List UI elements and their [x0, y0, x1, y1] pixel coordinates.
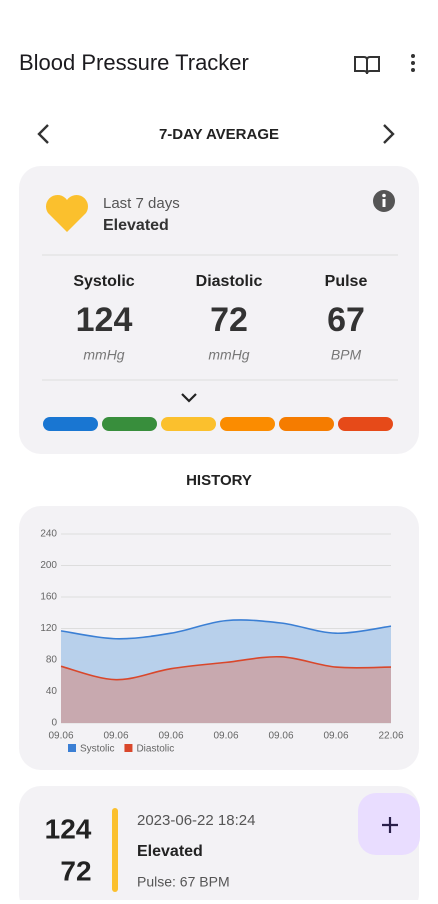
y-tick-label: 120: [40, 623, 57, 634]
y-tick-label: 80: [46, 655, 58, 666]
history-heading: HISTORY: [186, 472, 252, 489]
legend-swatch: [68, 744, 76, 752]
x-tick-label: 09.06: [103, 731, 128, 742]
x-tick-label: 09.06: [323, 731, 348, 742]
legend-label: Diastolic: [136, 744, 174, 755]
series-area: [61, 656, 391, 723]
status-text: Elevated: [103, 217, 169, 234]
entry-pulse: Pulse: 67 BPM: [137, 874, 230, 890]
metric-label: Pulse: [325, 273, 368, 290]
x-tick-label: 09.06: [213, 731, 238, 742]
x-tick-label: 09.06: [158, 731, 183, 742]
summary-card: [19, 166, 419, 454]
x-tick-label: 09.06: [48, 731, 73, 742]
y-tick-label: 160: [40, 592, 57, 603]
metric-unit: mmHg: [83, 347, 124, 363]
y-tick-label: 240: [40, 529, 57, 540]
x-tick-label: 09.06: [268, 731, 293, 742]
next-button[interactable]: [383, 124, 395, 144]
entry-datetime: 2023-06-22 18:24: [137, 812, 255, 829]
scale-segment: [102, 417, 157, 431]
metric-label: Systolic: [73, 273, 134, 290]
series-line: [60, 619, 392, 640]
scale-segment: [220, 417, 275, 431]
entry-diastolic: 72: [60, 855, 91, 886]
metric-unit: BPM: [331, 347, 362, 363]
metric-value: 67: [327, 301, 365, 339]
metric-label: Diastolic: [196, 273, 263, 290]
guide-icon[interactable]: [354, 56, 380, 75]
expand-button[interactable]: [181, 393, 197, 403]
scale-segment: [161, 417, 216, 431]
legend-label: Systolic: [80, 744, 114, 755]
heart-icon: [45, 194, 89, 232]
metric-value: 72: [210, 301, 248, 339]
info-icon[interactable]: [373, 190, 395, 212]
menu-icon[interactable]: [411, 54, 415, 72]
y-tick-label: 200: [40, 560, 57, 571]
y-tick-label: 0: [51, 718, 57, 729]
prev-button[interactable]: [37, 124, 49, 144]
scale-segment: [43, 417, 98, 431]
legend-swatch: [124, 744, 133, 752]
scale-segment: [338, 417, 393, 431]
period-text: Last 7 days: [103, 195, 180, 212]
x-tick-label: 22.06: [378, 731, 403, 742]
metric-unit: mmHg: [208, 347, 249, 363]
series-line: [60, 655, 392, 681]
add-button[interactable]: [358, 793, 420, 855]
y-tick-label: 40: [46, 686, 58, 697]
app-title: Blood Pressure Tracker: [19, 50, 249, 75]
metric-value: 124: [76, 301, 133, 339]
entry-card[interactable]: [19, 786, 419, 904]
scale-segment: [279, 417, 334, 431]
entry-status: Elevated: [137, 843, 203, 860]
entry-systolic: 124: [45, 813, 92, 844]
period-label: 7-DAY AVERAGE: [159, 126, 279, 143]
entry-status-bar: [112, 808, 118, 892]
